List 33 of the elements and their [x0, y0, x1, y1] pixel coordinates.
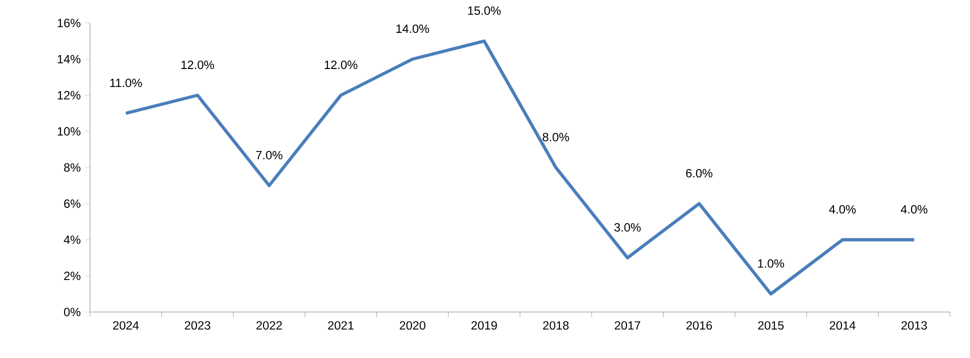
data-label: 4.0% [900, 205, 928, 214]
y-tick-label: 0% [64, 308, 80, 316]
y-tick-label: 2% [64, 272, 80, 280]
y-tick-label: 12% [58, 91, 80, 100]
data-label: 7.0% [256, 150, 282, 160]
x-tick-label: 2020 [400, 321, 426, 330]
y-tick-label: 8% [64, 163, 80, 172]
y-tick-label: 4% [64, 236, 80, 244]
data-label: 3.0% [614, 223, 641, 232]
x-tick-label: 2019 [471, 321, 497, 330]
x-tick-label: 2013 [901, 321, 927, 330]
x-tick-label: 2018 [543, 321, 569, 330]
data-label: 8.0% [542, 132, 570, 142]
x-tick-label: 2014 [830, 321, 856, 330]
y-tick-label: 16% [58, 18, 80, 28]
x-tick-label: 2017 [614, 321, 640, 330]
x-tick-label: 2022 [256, 321, 282, 330]
x-tick-label: 2016 [686, 321, 712, 330]
data-label: 11.0% [110, 78, 142, 88]
y-tick-label: 10% [58, 127, 80, 136]
data-label: 12.0% [181, 60, 214, 70]
data-label: 14.0% [396, 24, 430, 33]
y-tick-label: 14% [58, 54, 80, 64]
data-label: 6.0% [686, 168, 712, 178]
x-tick-label: 2015 [758, 321, 784, 330]
x-tick-label: 2021 [328, 321, 354, 330]
data-label: 12.0% [324, 60, 358, 70]
y-tick-label: 6% [64, 199, 80, 208]
x-tick-label: 2023 [184, 321, 210, 330]
data-label: 1.0% [758, 259, 784, 268]
x-tick-label: 2024 [113, 321, 139, 330]
data-label: 15.0% [468, 6, 501, 15]
data-label: 4.0% [829, 205, 856, 214]
